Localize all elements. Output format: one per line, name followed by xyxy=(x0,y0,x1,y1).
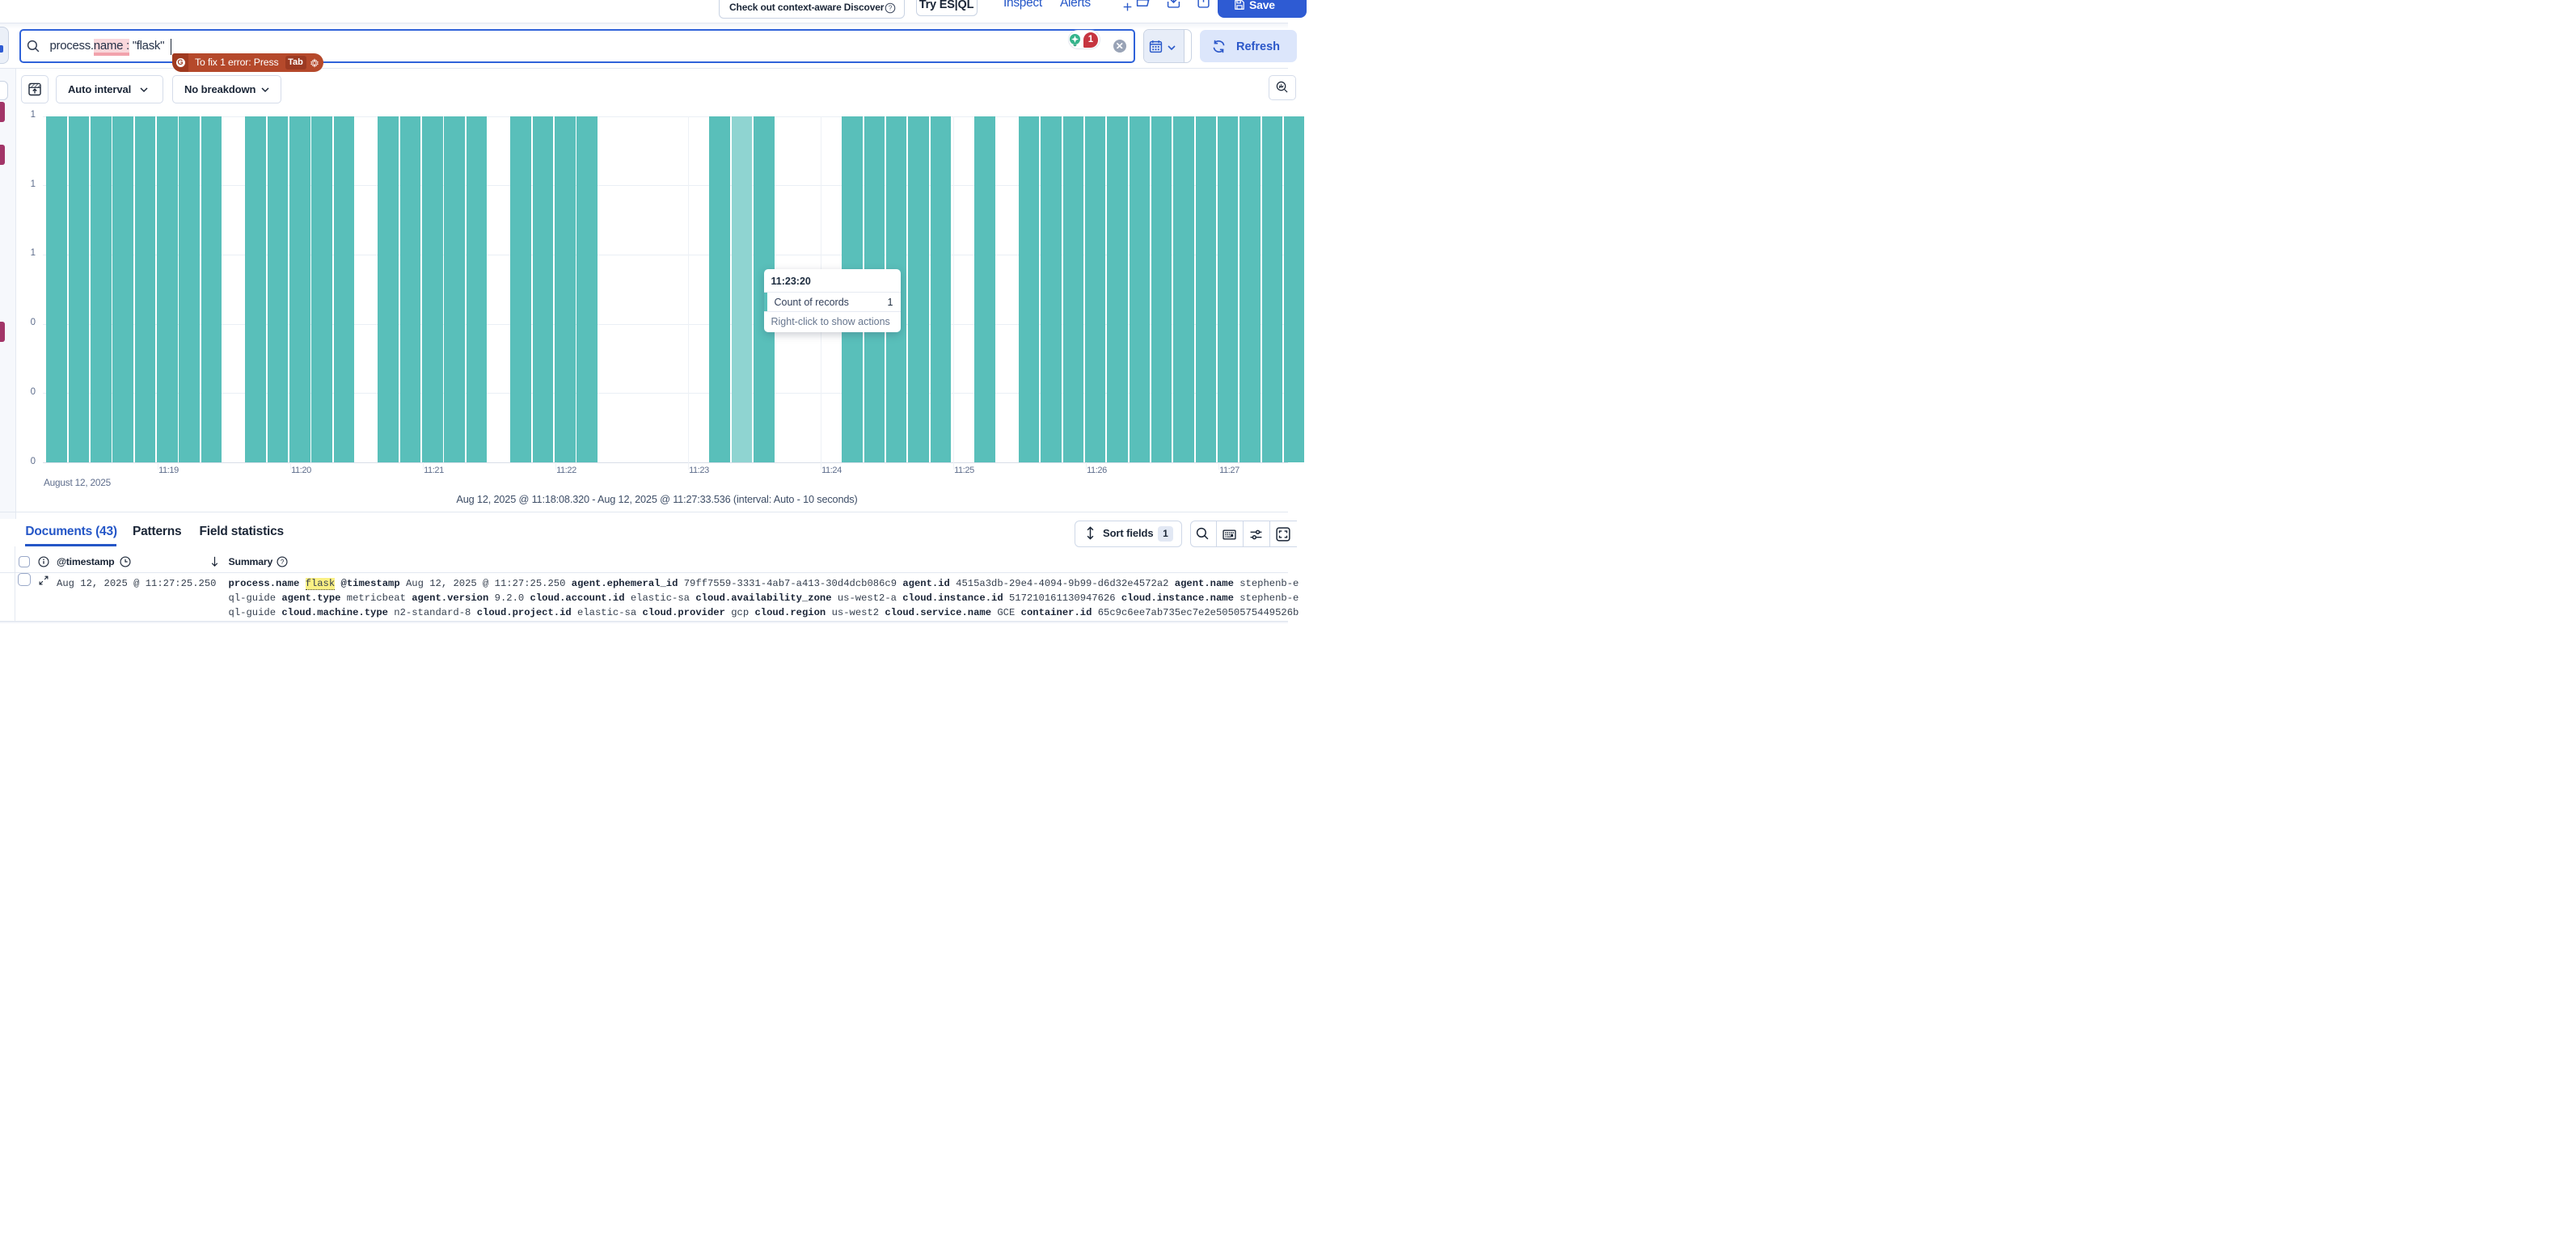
svg-text:?: ? xyxy=(889,5,893,12)
svg-text:?: ? xyxy=(281,559,285,566)
